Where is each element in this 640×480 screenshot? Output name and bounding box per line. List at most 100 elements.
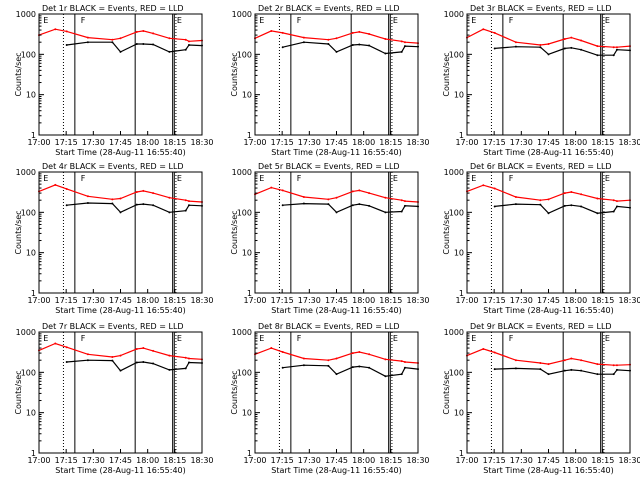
y-axis-label: Counts/sec — [14, 52, 23, 96]
data-point-lld — [168, 196, 171, 199]
data-point-lld — [615, 200, 618, 203]
data-point-lld — [384, 196, 387, 199]
x-tick-label: 17:00 — [27, 456, 50, 465]
data-point-lld — [335, 196, 338, 199]
data-point-events — [86, 41, 89, 44]
x-tick-label: 17:45 — [325, 296, 348, 305]
y-tick-label: 10 — [454, 249, 464, 258]
data-point-lld — [514, 41, 517, 44]
x-tick-label: 17:30 — [82, 456, 105, 465]
event-marker: E — [43, 174, 48, 183]
x-axis-label: Start Time (28-Aug-11 16:55:40) — [271, 306, 402, 315]
panel-title: Det 7r BLACK = Events, RED = LLD — [42, 322, 184, 331]
data-point-events — [111, 41, 114, 44]
data-point-events — [327, 203, 330, 206]
event-marker: F — [297, 334, 302, 343]
data-point-events — [514, 203, 517, 206]
x-tick-label: 17:15 — [483, 138, 506, 147]
data-point-events — [119, 369, 122, 372]
x-tick-label: 18:30 — [618, 296, 640, 305]
data-point-events — [563, 369, 566, 372]
data-point-lld — [65, 30, 68, 33]
data-point-lld — [135, 30, 138, 33]
data-point-lld — [482, 184, 485, 187]
data-point-lld — [615, 46, 618, 49]
data-point-lld — [111, 38, 114, 41]
series-line-events — [282, 202, 419, 214]
data-point-events — [570, 46, 573, 49]
data-point-events — [302, 364, 305, 367]
data-point-lld — [580, 193, 583, 196]
x-tick-label: 17:45 — [537, 138, 560, 147]
event-marker: E — [43, 334, 48, 343]
data-point-lld — [570, 36, 573, 39]
data-point-lld — [335, 357, 338, 360]
data-point-lld — [184, 356, 187, 359]
data-point-lld — [403, 41, 406, 44]
data-point-events — [570, 204, 573, 207]
data-point-lld — [119, 354, 122, 357]
data-point-events — [152, 43, 155, 46]
x-tick-label: 18:00 — [564, 456, 587, 465]
data-point-lld — [86, 353, 89, 356]
data-point-lld — [580, 359, 583, 362]
x-tick-label: 18:00 — [136, 456, 159, 465]
panel-title: Det 9r BLACK = Events, RED = LLD — [470, 322, 612, 331]
data-point-lld — [547, 43, 550, 46]
data-point-events — [493, 205, 496, 208]
event-marker: F — [81, 16, 86, 25]
x-tick-label: 17:45 — [537, 296, 560, 305]
panel-det-8: Det 8r BLACK = Events, RED = LLD E F E 1 10 10… — [230, 322, 430, 475]
x-tick-label: 18:15 — [163, 296, 186, 305]
data-point-lld — [400, 199, 403, 202]
data-point-events — [615, 368, 618, 371]
x-tick-label: 17:15 — [271, 296, 294, 305]
y-tick-label: 10 — [26, 249, 36, 258]
data-point-events — [612, 54, 615, 57]
data-point-lld — [368, 32, 371, 35]
x-tick-label: 18:00 — [136, 296, 159, 305]
data-point-events — [580, 205, 583, 208]
y-tick-label: 1 — [31, 289, 36, 298]
data-point-lld — [152, 32, 155, 35]
data-point-lld — [152, 349, 155, 352]
event-marker: F — [297, 16, 302, 25]
panel-det-9: Det 9r BLACK = Events, RED = LLD E F E 1 10 10… — [442, 322, 640, 475]
y-tick-label: 100 — [237, 368, 252, 377]
data-point-lld — [403, 200, 406, 203]
data-point-events — [327, 364, 330, 367]
x-tick-label: 18:15 — [379, 296, 402, 305]
data-point-lld — [281, 31, 284, 34]
data-point-events — [580, 48, 583, 51]
x-tick-label: 18:30 — [406, 456, 429, 465]
series-line-events — [494, 367, 631, 375]
y-tick-label: 1 — [459, 289, 464, 298]
data-point-events — [580, 369, 583, 372]
y-axis-label: Counts/sec — [14, 210, 23, 254]
x-tick-label: 18:00 — [352, 296, 375, 305]
x-axis-label: Start Time (28-Aug-11 16:55:40) — [271, 466, 402, 475]
data-point-lld — [612, 199, 615, 202]
event-marker: E — [471, 174, 476, 183]
data-point-events — [547, 212, 550, 215]
panel-title: Det 2r BLACK = Events, RED = LLD — [258, 4, 400, 13]
y-axis-label: Counts/sec — [230, 210, 239, 254]
x-tick-label: 17:30 — [298, 296, 321, 305]
data-point-events — [368, 44, 371, 47]
data-point-events — [187, 44, 190, 47]
x-tick-label: 17:30 — [82, 296, 105, 305]
x-tick-label: 17:00 — [243, 456, 266, 465]
data-point-events — [184, 209, 187, 212]
data-point-events — [335, 50, 338, 53]
data-point-lld — [135, 190, 138, 193]
event-marker: F — [81, 174, 86, 183]
y-tick-label: 1 — [31, 449, 36, 458]
x-tick-label: 17:15 — [483, 456, 506, 465]
x-axis-label: Start Time (28-Aug-11 16:55:40) — [483, 466, 614, 475]
data-point-lld — [368, 192, 371, 195]
data-point-events — [403, 204, 406, 207]
data-point-lld — [596, 363, 599, 366]
data-point-lld — [270, 29, 273, 32]
data-point-lld — [119, 197, 122, 200]
panel-title: Det 1r BLACK = Events, RED = LLD — [42, 4, 184, 13]
